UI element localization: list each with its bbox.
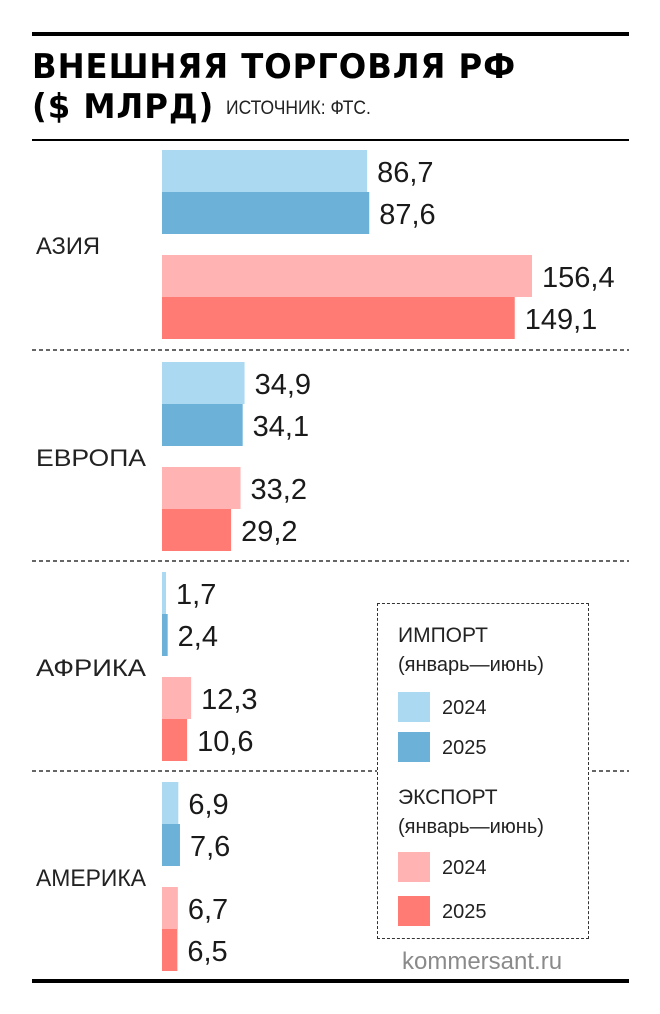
legend-import-title: ИМПОРТ <box>398 624 488 647</box>
category-label: АЗИЯ <box>36 233 100 260</box>
header-rule <box>32 139 629 141</box>
bar-value-label: 2,4 <box>178 621 218 653</box>
bar-value-label: 87,6 <box>379 199 435 231</box>
bar <box>162 929 178 971</box>
bar <box>162 150 368 192</box>
bar-value-label: 86,7 <box>377 157 433 189</box>
legend-swatch-export-2025 <box>398 896 430 926</box>
legend-label-export-2025: 2025 <box>442 901 487 923</box>
bar <box>162 467 241 509</box>
bar <box>162 192 370 234</box>
legend-swatch-import-2024 <box>398 692 430 722</box>
bar-value-label: 34,1 <box>253 411 309 443</box>
bar <box>162 362 245 404</box>
bar-value-label: 34,9 <box>255 369 311 401</box>
category-label: ЕВРОПА <box>36 445 146 472</box>
bar <box>162 509 232 551</box>
bar-value-label: 7,6 <box>190 831 230 863</box>
source-note: ИСТОЧНИК: ФТС. <box>226 98 371 119</box>
category-label: АФРИКА <box>36 655 146 682</box>
legend-export-period: (январь—июнь) <box>398 816 544 838</box>
legend-swatch-import-2025 <box>398 732 430 762</box>
bar <box>162 572 167 614</box>
chart-title: ВНЕШНЯЯ ТОРГОВЛЯ РФ <box>32 47 517 87</box>
bar <box>162 824 180 866</box>
legend: ИМПОРТ (январь—июнь) 2024 2025 ЭКСПОРТ (… <box>377 603 589 939</box>
bar-value-label: 149,1 <box>525 304 598 336</box>
bottom-rule <box>32 979 629 983</box>
category-label: АМЕРИКА <box>36 865 146 892</box>
bar-value-label: 33,2 <box>251 474 307 506</box>
top-rule <box>32 32 629 36</box>
bar-value-label: 10,6 <box>197 726 253 758</box>
bar-value-label: 12,3 <box>201 684 257 716</box>
legend-import-period: (январь—июнь) <box>398 654 544 676</box>
bar-value-label: 1,7 <box>176 579 216 611</box>
bar <box>162 614 168 656</box>
chart-title-units: ($ МЛРД) <box>32 87 215 127</box>
bar <box>162 677 192 719</box>
bar <box>162 404 243 446</box>
legend-swatch-export-2024 <box>398 852 430 882</box>
watermark: kommersant.ru <box>402 948 563 975</box>
legend-label-export-2024: 2024 <box>442 857 487 879</box>
bar-value-label: 6,5 <box>187 936 227 968</box>
bar-value-label: 29,2 <box>241 516 297 548</box>
bar <box>162 782 179 824</box>
legend-label-import-2025: 2025 <box>442 737 487 759</box>
bar <box>162 297 515 339</box>
legend-label-import-2024: 2024 <box>442 697 487 719</box>
bar <box>162 255 532 297</box>
legend-export-title: ЭКСПОРТ <box>398 786 498 809</box>
bar-value-label: 6,7 <box>188 894 228 926</box>
bar-value-label: 156,4 <box>542 262 615 294</box>
bar <box>162 719 188 761</box>
bar-value-label: 6,9 <box>188 789 228 821</box>
bar <box>162 887 178 929</box>
